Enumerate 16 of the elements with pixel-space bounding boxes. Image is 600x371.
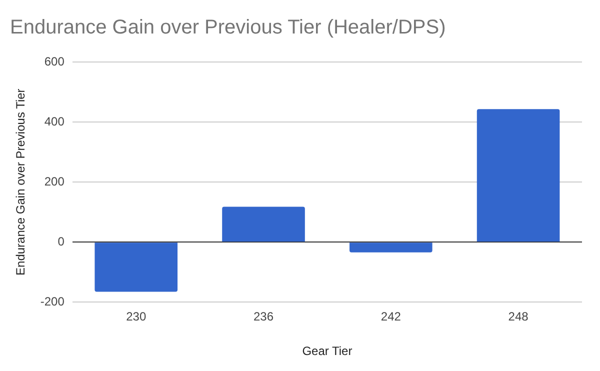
y-tick-label: 0	[58, 234, 65, 248]
y-tick-label: 400	[44, 114, 65, 128]
y-tick-label: 600	[44, 54, 65, 68]
x-tick-label: 242	[380, 310, 402, 324]
x-axis-title: Gear Tier	[302, 344, 352, 358]
bar	[94, 242, 178, 292]
y-axis-title: Endurance Gain over Previous Tier	[14, 88, 28, 276]
chart-title: Endurance Gain over Previous Tier (Healer/DPS)	[10, 16, 446, 39]
bar	[350, 242, 432, 252]
bar	[222, 206, 305, 242]
y-tick-label: 200	[44, 174, 65, 188]
x-tick-label: 248	[508, 310, 529, 324]
bar	[476, 109, 560, 242]
x-tick-label: 230	[126, 310, 146, 324]
x-tick-label: 236	[253, 310, 274, 324]
y-tick-label: -200	[40, 294, 65, 309]
